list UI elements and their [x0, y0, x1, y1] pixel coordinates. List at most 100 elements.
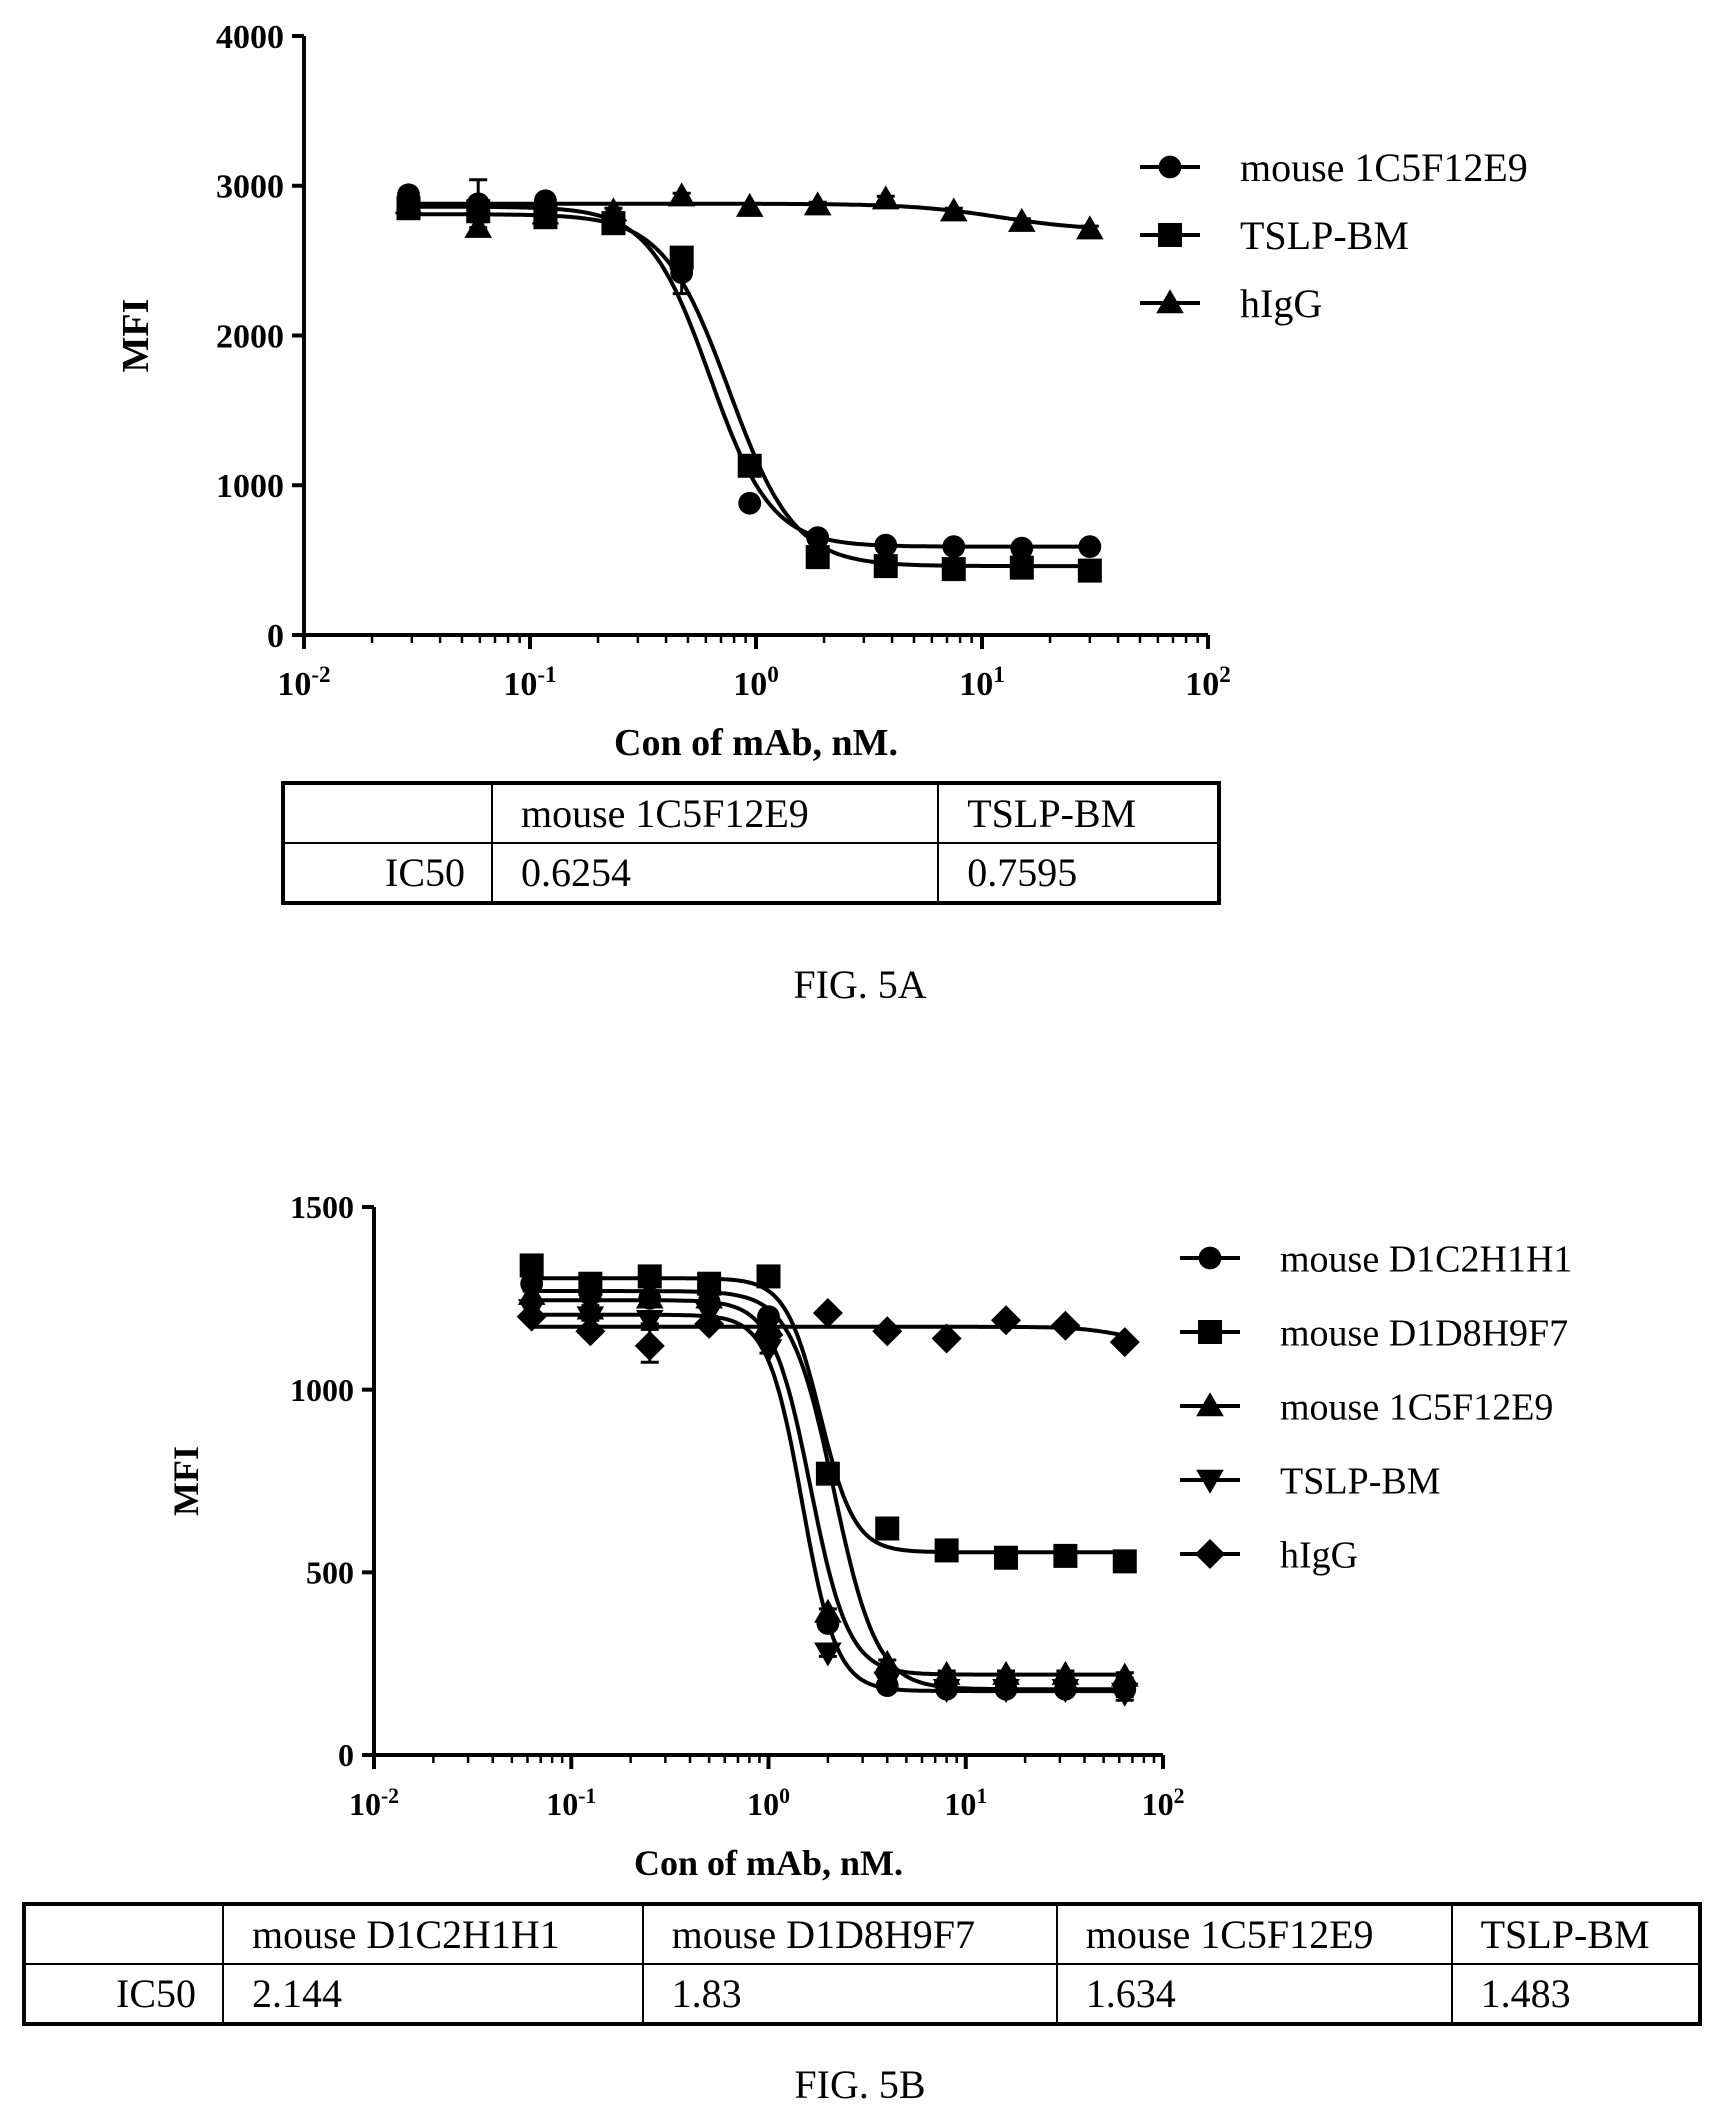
- legend-item: TSLP-BM: [1140, 213, 1409, 258]
- x-tick-label: 100: [733, 662, 779, 703]
- data-point: [806, 526, 830, 550]
- data-point: [814, 1642, 842, 1667]
- y-axis-title: MFI: [115, 299, 157, 373]
- x-tick-label: 10-1: [546, 1784, 596, 1822]
- y-tick-label: 1000: [290, 1372, 354, 1408]
- legend-label: hIgG: [1240, 281, 1322, 326]
- data-point: [1110, 1662, 1139, 1687]
- table-corner-cell: [23, 1903, 224, 1965]
- table-row-label: IC50: [23, 1963, 224, 2025]
- table-header-cell: mouse D1C2H1H1: [222, 1903, 644, 1965]
- y-tick-label: 1000: [216, 468, 284, 505]
- data-point: [1076, 215, 1104, 240]
- series-mouse-d1d8h9f7: [519, 1253, 1137, 1574]
- legend-item: mouse 1C5F12E9: [1180, 1386, 1553, 1428]
- data-point: [873, 1671, 902, 1696]
- data-point: [941, 557, 966, 582]
- data-point: [1195, 1539, 1225, 1569]
- data-point: [815, 1461, 840, 1486]
- data-point: [1196, 1469, 1224, 1494]
- data-point: [516, 1301, 547, 1332]
- data-point: [1109, 1327, 1140, 1358]
- series-tslp-bm: [396, 196, 1102, 583]
- y-tick-label: 500: [306, 1555, 354, 1591]
- legend: mouse 1C5F12E9 TSLP-BM hIgG: [1140, 145, 1528, 326]
- legend-item: hIgG: [1180, 1534, 1358, 1576]
- table-cell: 0.7595: [937, 842, 1220, 904]
- data-point: [812, 1297, 843, 1328]
- chart-fig-5b: 0 500 1000 1500 10-2 10-1 100 101 102 Con of mAb,…: [166, 1189, 1572, 1883]
- table-cell: 1.83: [641, 1963, 1058, 2025]
- data-point: [464, 213, 493, 238]
- fit-curve: [531, 1324, 1126, 1338]
- data-point: [575, 1316, 606, 1347]
- data-point: [1010, 536, 1034, 560]
- data-point: [814, 1598, 842, 1623]
- data-point: [635, 1284, 664, 1309]
- data-point: [394, 189, 423, 214]
- data-point: [874, 533, 898, 557]
- x-tick-label: 10-1: [503, 662, 556, 703]
- data-point: [578, 1271, 603, 1296]
- data-point: [1110, 1682, 1139, 1707]
- data-point: [667, 182, 696, 207]
- data-point: [1053, 1543, 1078, 1568]
- table-header-cell: mouse 1C5F12E9: [490, 782, 940, 844]
- y-tick-label: 3000: [216, 169, 284, 206]
- data-point: [1050, 1310, 1081, 1341]
- table-header-cell: mouse 1C5F12E9: [1055, 1903, 1453, 1965]
- data-point: [1009, 555, 1034, 580]
- data-point: [1158, 155, 1182, 179]
- x-axis-title: Con of mAb, nM.: [634, 1843, 903, 1883]
- x-tick-label: 101: [959, 662, 1005, 703]
- data-point: [634, 1330, 665, 1361]
- data-point: [1051, 1679, 1080, 1704]
- y-tick-label: 1500: [290, 1189, 354, 1225]
- x-tick-label: 102: [1185, 662, 1231, 703]
- ic50-table-5a: mouse 1C5F12E9 TSLP-BM IC50 0.6254 0.759…: [281, 781, 1221, 905]
- y-axis-title: MFI: [166, 1446, 206, 1516]
- legend-label: mouse D1D8H9F7: [1280, 1312, 1568, 1354]
- legend-label: hIgG: [1280, 1534, 1358, 1576]
- table-corner-cell: [282, 782, 493, 844]
- legend-item: mouse D1C2H1H1: [1180, 1238, 1572, 1280]
- data-point: [737, 453, 762, 478]
- y-tick-label: 0: [338, 1737, 354, 1773]
- data-point: [992, 1679, 1020, 1704]
- y-tick-label: 2000: [216, 318, 284, 355]
- series-tslp-bm: [517, 1299, 1139, 1707]
- data-point: [754, 1339, 783, 1364]
- series-mouse-1c5f12e9: [397, 178, 1102, 560]
- legend-label: mouse 1C5F12E9: [1240, 145, 1528, 190]
- data-point: [873, 1649, 902, 1674]
- data-point: [756, 1264, 781, 1289]
- legend-item: mouse 1C5F12E9: [1140, 145, 1528, 190]
- data-point: [1198, 1246, 1222, 1270]
- data-point: [637, 1264, 662, 1289]
- data-point: [805, 545, 830, 570]
- ic50-table-5b: mouse D1C2H1H1 mouse D1D8H9F7 mouse 1C5F…: [22, 1902, 1702, 2026]
- data-point: [992, 1660, 1020, 1685]
- fit-curve: [531, 1298, 1125, 1677]
- table-row: IC50 0.6254 0.7595: [282, 842, 1220, 904]
- table-cell: 0.6254: [490, 842, 940, 904]
- fit-curve: [408, 212, 1090, 569]
- data-point: [991, 1305, 1022, 1336]
- data-point: [599, 197, 628, 222]
- x-tick-label: 101: [944, 1784, 987, 1822]
- x-tick-label: 10-2: [349, 1784, 399, 1822]
- data-point: [803, 191, 832, 216]
- data-point: [519, 1253, 544, 1278]
- table-row: IC50 2.144 1.83 1.634 1.483: [23, 1963, 1702, 2025]
- table-header-row: mouse D1C2H1H1 mouse D1D8H9F7 mouse 1C5F…: [23, 1903, 1702, 1965]
- table-header-cell: TSLP-BM: [1450, 1903, 1702, 1965]
- data-point: [635, 1310, 664, 1335]
- data-point: [939, 197, 968, 222]
- data-point: [994, 1545, 1019, 1570]
- data-point: [1007, 207, 1036, 232]
- data-point: [871, 185, 900, 210]
- data-point: [694, 1308, 725, 1339]
- x-tick-label: 10-2: [277, 662, 330, 703]
- data-point: [738, 491, 762, 515]
